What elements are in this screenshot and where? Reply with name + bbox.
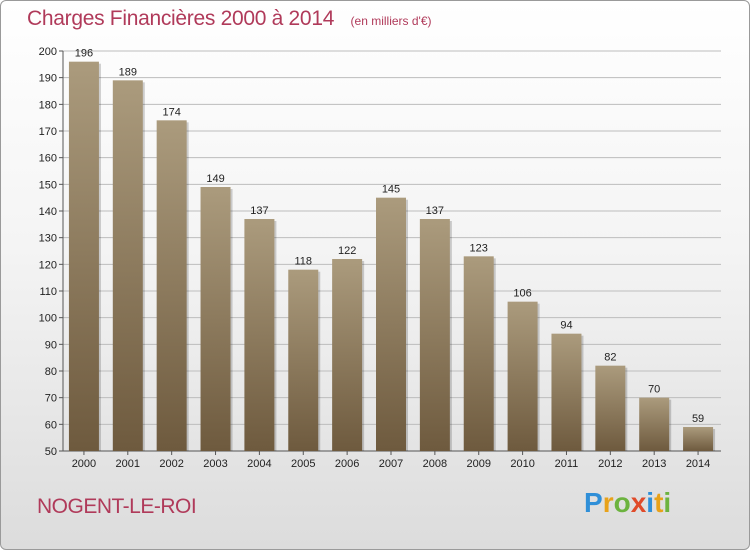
x-tick-label: 2002 bbox=[159, 458, 183, 470]
bar-value-label: 149 bbox=[206, 173, 224, 185]
x-tick-label: 2005 bbox=[291, 458, 315, 470]
bar bbox=[200, 187, 231, 451]
bar-value-label: 82 bbox=[604, 352, 616, 364]
bar bbox=[244, 219, 275, 451]
x-tick-label: 2001 bbox=[116, 458, 140, 470]
bar bbox=[683, 427, 714, 451]
bar-value-label: 174 bbox=[162, 106, 180, 118]
bar bbox=[112, 80, 143, 451]
bar-value-label: 145 bbox=[382, 184, 400, 196]
x-tick-label: 2010 bbox=[510, 458, 534, 470]
bar bbox=[463, 256, 494, 451]
y-tick-label: 160 bbox=[39, 153, 57, 165]
chart-title: Charges Financières 2000 à 2014 bbox=[27, 7, 335, 30]
logo-letter: x bbox=[630, 487, 647, 518]
bar-value-label: 118 bbox=[294, 256, 312, 268]
x-tick-label: 2013 bbox=[642, 458, 666, 470]
logo-letter: o bbox=[613, 487, 631, 518]
bar bbox=[288, 269, 319, 451]
bar bbox=[507, 301, 538, 451]
y-tick-label: 150 bbox=[39, 179, 57, 191]
y-tick-label: 200 bbox=[39, 46, 57, 58]
x-tick-label: 2006 bbox=[335, 458, 359, 470]
logo-letter: i bbox=[663, 487, 672, 518]
y-tick-label: 140 bbox=[39, 206, 57, 218]
y-tick-label: 180 bbox=[39, 99, 57, 111]
x-tick-label: 2012 bbox=[598, 458, 622, 470]
bar bbox=[595, 365, 626, 451]
bar-value-label: 196 bbox=[75, 48, 93, 60]
y-tick-label: 60 bbox=[45, 419, 57, 431]
y-tick-label: 190 bbox=[39, 73, 57, 85]
y-tick-label: 110 bbox=[39, 286, 57, 298]
location-label: NOGENT-LE-ROI bbox=[37, 495, 197, 518]
y-tick-label: 100 bbox=[39, 313, 57, 325]
bar bbox=[419, 219, 450, 451]
proxiti-logo: Proxiti bbox=[584, 487, 671, 519]
bar-value-label: 189 bbox=[119, 66, 137, 78]
x-tick-label: 2003 bbox=[203, 458, 227, 470]
bar-value-label: 70 bbox=[648, 384, 660, 396]
bar-value-label: 59 bbox=[692, 413, 704, 425]
bar bbox=[68, 61, 99, 452]
bar-value-label: 123 bbox=[470, 242, 488, 254]
y-tick-label: 50 bbox=[45, 446, 57, 458]
x-tick-label: 2014 bbox=[686, 458, 710, 470]
y-tick-label: 90 bbox=[45, 339, 57, 351]
logo-letter: i bbox=[646, 487, 655, 518]
x-tick-label: 2004 bbox=[247, 458, 271, 470]
title-block: Charges Financières 2000 à 2014 (en mill… bbox=[27, 7, 432, 31]
y-tick-label: 120 bbox=[39, 259, 57, 271]
logo-letter: P bbox=[584, 487, 603, 518]
bar-value-label: 122 bbox=[338, 245, 356, 257]
y-tick-label: 80 bbox=[45, 366, 57, 378]
y-tick-label: 70 bbox=[45, 393, 57, 405]
logo-letter: t bbox=[654, 487, 664, 518]
x-tick-label: 2008 bbox=[423, 458, 447, 470]
x-tick-label: 2000 bbox=[72, 458, 96, 470]
x-tick-label: 2009 bbox=[466, 458, 490, 470]
bar bbox=[376, 197, 406, 451]
chart-subtitle: (en milliers d'€) bbox=[350, 14, 432, 28]
bar bbox=[639, 397, 670, 451]
y-tick-label: 130 bbox=[39, 233, 57, 245]
bar-value-label: 137 bbox=[250, 205, 268, 217]
logo-letter: r bbox=[602, 487, 614, 518]
bar-value-label: 94 bbox=[560, 320, 572, 332]
x-tick-label: 2007 bbox=[379, 458, 403, 470]
bar-value-label: 137 bbox=[426, 205, 444, 217]
x-tick-label: 2011 bbox=[555, 458, 579, 470]
bar bbox=[551, 333, 582, 451]
bar bbox=[156, 120, 187, 451]
y-tick-label: 170 bbox=[39, 126, 57, 138]
bar-value-label: 106 bbox=[513, 288, 531, 300]
bar bbox=[332, 259, 363, 451]
